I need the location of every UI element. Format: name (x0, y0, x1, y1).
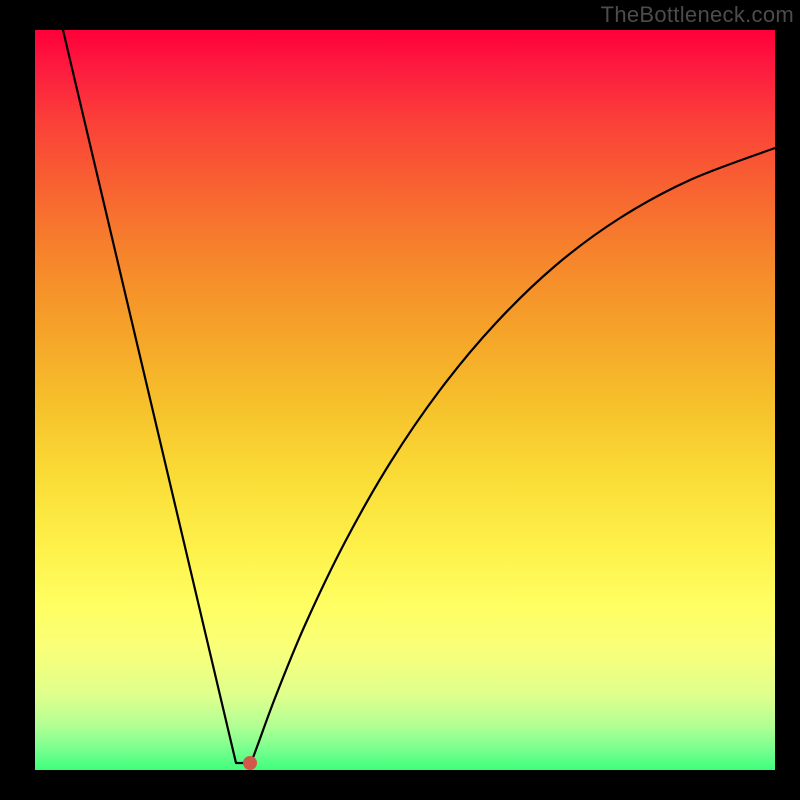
watermark-text: TheBottleneck.com (601, 2, 794, 28)
chart-container: TheBottleneck.com (0, 0, 800, 800)
bottleneck-marker (243, 756, 257, 770)
plot-area (35, 30, 775, 770)
